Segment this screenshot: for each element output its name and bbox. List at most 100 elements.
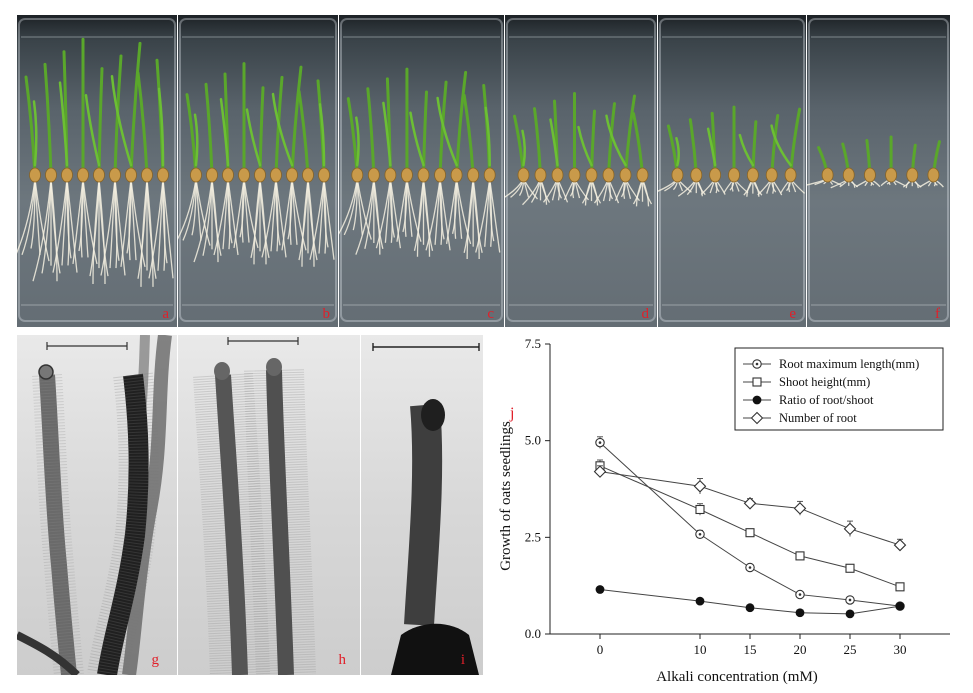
photo-panel-a: a <box>17 15 177 327</box>
seedling-plant <box>309 79 335 260</box>
seedling-plant <box>375 77 402 249</box>
seedling-plant <box>723 105 749 194</box>
photo-panel-c: c <box>339 15 504 327</box>
seedling-plant <box>17 75 50 262</box>
legend-label: Shoot height(mm) <box>779 375 870 389</box>
seedling-plant <box>605 94 641 202</box>
seedling-plant <box>880 135 906 187</box>
legend-entry: Number of root <box>743 411 857 425</box>
seedling-plant <box>902 143 922 189</box>
seedling-plant <box>522 107 551 206</box>
y-tick-label: 0.0 <box>525 626 541 641</box>
seedling-plant <box>233 62 259 249</box>
panel-label-e: e <box>789 306 796 322</box>
data-point <box>795 551 805 561</box>
photo-panel-d: d <box>505 15 657 327</box>
seedling-plant <box>72 37 98 265</box>
seedling-plant <box>213 72 239 256</box>
seedling-plant <box>770 107 806 194</box>
seedling-plant <box>700 111 726 195</box>
data-point <box>795 608 805 618</box>
data-point <box>793 502 807 515</box>
y-tick-label: 2.5 <box>525 529 541 544</box>
seedling-plant <box>807 146 842 186</box>
root-micrograph-h <box>193 337 316 675</box>
data-point <box>695 529 705 539</box>
seedling-plant <box>436 70 472 245</box>
seedling-plant <box>148 58 174 279</box>
seedling-plant <box>193 82 222 263</box>
seedling-plant <box>563 92 590 201</box>
seedling-plant <box>425 80 451 251</box>
seedlings-illustration-e <box>658 18 806 322</box>
x-tick-label: 15 <box>744 642 757 657</box>
series-line <box>599 465 901 588</box>
seedling-plant <box>632 112 653 207</box>
data-point <box>745 562 755 573</box>
data-point <box>845 609 855 619</box>
seedling-plant <box>110 41 146 267</box>
micrograph-panel-h: h <box>178 335 360 675</box>
seedling-plant <box>658 124 692 193</box>
data-point <box>845 595 855 605</box>
seedling-plant <box>178 93 211 246</box>
data-point <box>795 589 805 600</box>
data-point <box>745 603 755 613</box>
x-tick-label: 30 <box>894 642 907 657</box>
seedling-plant <box>855 139 881 188</box>
legend-box <box>734 347 944 431</box>
seedling-plant <box>919 140 944 188</box>
y-tick-label: 5.0 <box>525 433 541 448</box>
panel-label-g: g <box>151 652 160 668</box>
series-group <box>595 436 905 611</box>
data-point <box>593 465 607 478</box>
seedling-plant <box>830 142 859 189</box>
data-point <box>595 437 605 448</box>
data-point <box>743 497 757 510</box>
x-tick-label: 10 <box>694 642 707 657</box>
chart-legend: Root maximum length(mm) Shoot height(mm) R… <box>734 347 944 431</box>
photo-panel-f: f <box>807 15 950 327</box>
seedling-plant <box>409 90 434 257</box>
seedling-plant <box>245 86 270 265</box>
seedling-plant <box>339 97 372 240</box>
seedlings-illustration-b <box>178 18 337 322</box>
seedling-plant <box>462 93 483 259</box>
seedling-plant <box>32 62 61 282</box>
legend-label: Root maximum length(mm) <box>779 357 919 371</box>
micrograph-panel-g: g <box>17 335 177 675</box>
data-point <box>752 377 762 387</box>
panel-label-a: a <box>162 306 169 322</box>
seedling-plant <box>738 120 763 197</box>
series-line <box>599 471 901 546</box>
panel-label-i: i <box>460 652 465 668</box>
x-tick-label: 0 <box>597 642 604 657</box>
data-point <box>895 601 905 611</box>
seedling-plant <box>757 114 783 196</box>
data-point <box>745 528 755 538</box>
seedling-plant <box>577 109 602 206</box>
photo-panel-e: e <box>658 15 806 327</box>
data-point <box>695 596 705 606</box>
seedlings-illustration-d <box>505 18 656 322</box>
seedlings-illustration-f <box>807 18 949 322</box>
seedling-plant <box>542 99 569 203</box>
legend-entry: Root maximum length(mm) <box>743 357 919 371</box>
x-axis-label: Alkali concentration (mM) <box>656 669 818 685</box>
seedling-plant <box>677 118 706 197</box>
seedling-plant <box>261 75 287 258</box>
data-point <box>893 538 907 552</box>
y-tick-label: 7.5 <box>525 336 541 351</box>
seedling-plant <box>297 89 318 267</box>
series-group <box>595 585 905 619</box>
data-point <box>750 411 764 425</box>
photo-panel-b: b <box>178 15 338 327</box>
legend-label: Number of root <box>779 411 857 425</box>
seedling-plant <box>355 87 384 255</box>
seedling-plant <box>593 102 620 204</box>
legend-entry: Shoot height(mm) <box>743 375 870 389</box>
micrograph-panel-i: i <box>361 335 483 675</box>
seedling-plant <box>84 67 109 285</box>
seedling-plant <box>52 50 78 273</box>
seedlings-illustration-a <box>17 18 176 322</box>
